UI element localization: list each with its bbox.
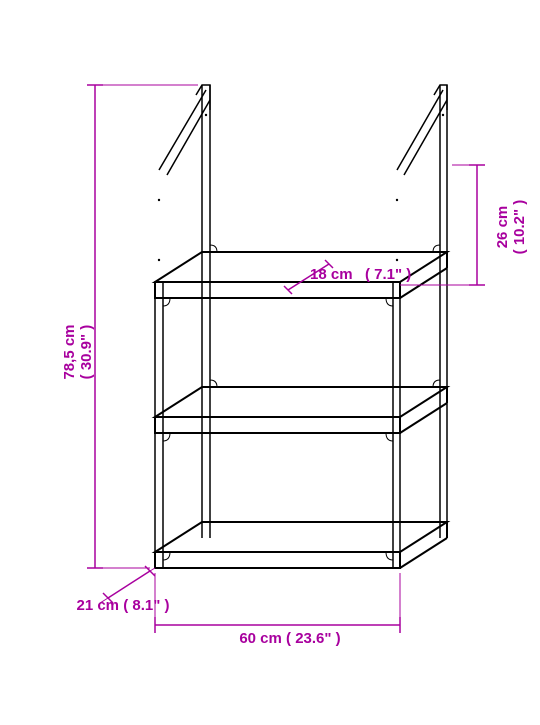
dim-depth-in: ( 8.1" ) [123, 597, 169, 614]
dim-width: 60 cm ( 23.6" ) [210, 630, 370, 647]
dim-width-in: ( 23.6" ) [286, 630, 341, 647]
dim-spacing-cm: 26 cm [494, 206, 511, 249]
dim-depth-cm: 21 cm [76, 597, 119, 614]
dim-height-in: ( 30.9" ) [78, 325, 95, 380]
product-outline [155, 85, 447, 568]
dim-shelf-depth-cm: 18 cm [310, 266, 353, 283]
dim-shelf-depth-in: ( 7.1" ) [365, 266, 411, 283]
dim-height: 78,5 cm ( 30.9" ) [61, 292, 95, 412]
dim-height-cm: 78,5 cm [61, 324, 78, 379]
diagram-canvas: 78,5 cm ( 30.9" ) 60 cm ( 23.6" ) 21 cm … [0, 0, 540, 720]
dim-shelf-spacing: 26 cm ( 10.2" ) [494, 172, 528, 282]
dim-width-cm: 60 cm [239, 630, 282, 647]
dim-depth: 21 cm ( 8.1" ) [63, 597, 183, 614]
dim-spacing-in: ( 10.2" ) [511, 200, 528, 255]
